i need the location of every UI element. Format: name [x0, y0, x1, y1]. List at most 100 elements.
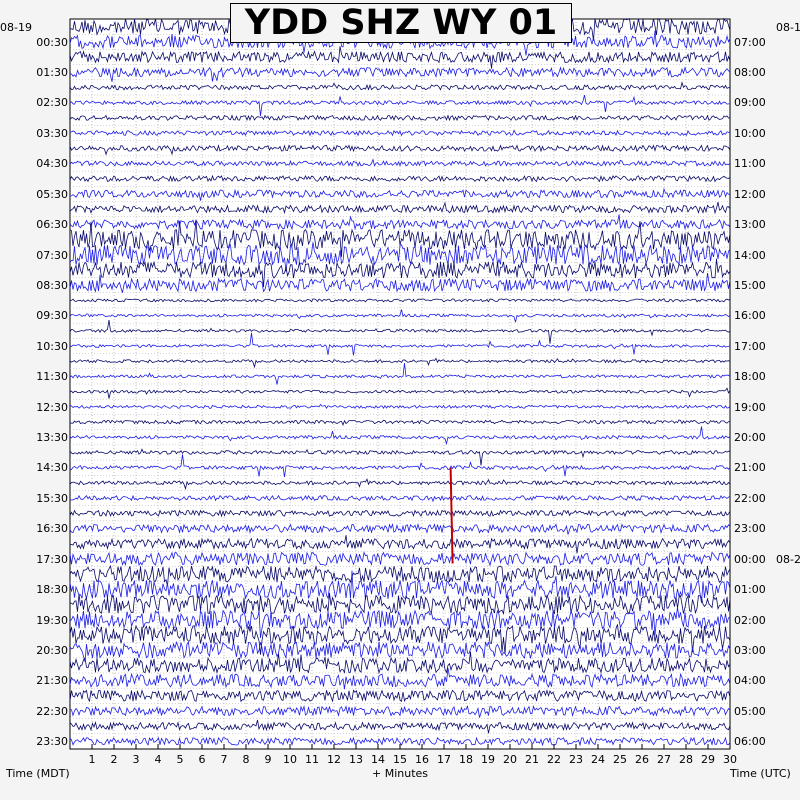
x-tick-label: 29 — [701, 753, 715, 766]
left-tick-label: 12:30 — [36, 400, 68, 414]
right-tick-label: 16:00 — [734, 309, 766, 323]
left-tick-label: 03:30 — [36, 126, 68, 140]
left-tick-label: 18:30 — [36, 583, 68, 597]
x-tick-label: 8 — [242, 753, 250, 766]
x-tick-label: 12 — [327, 753, 341, 766]
x-tick-label: 18 — [459, 753, 473, 766]
left-tick-label: 15:30 — [36, 491, 68, 505]
right-tick-label: 06:00 — [734, 735, 766, 749]
trace-line-32 — [69, 509, 731, 518]
trace-line-41 — [69, 640, 731, 662]
left-tick-label: 01:30 — [36, 66, 68, 80]
x-tick-label: 7 — [220, 753, 228, 766]
trace-line-30 — [69, 478, 731, 491]
right-tick-label: 15:00 — [734, 278, 766, 292]
trace-line-12 — [69, 201, 731, 215]
left-tick-label: 13:30 — [36, 431, 68, 445]
x-tick-label: 14 — [371, 753, 385, 766]
trace-line-40 — [69, 624, 731, 655]
x-tick-label: 1 — [88, 753, 96, 766]
x-tick-label: 25 — [613, 753, 627, 766]
trace-line-26 — [69, 419, 731, 427]
trace-line-9 — [69, 158, 731, 167]
right-tick-label: 00:00 — [734, 552, 766, 566]
right-tick-label: 07:00 — [734, 35, 766, 49]
trace-line-10 — [69, 174, 731, 183]
trace-line-27 — [69, 426, 731, 446]
left-tick-label: 06:30 — [36, 218, 68, 232]
trace-line-16 — [69, 258, 731, 288]
trace-line-23 — [69, 362, 731, 385]
left-tick-label: 19:30 — [36, 613, 68, 627]
x-tick-label: 10 — [283, 753, 297, 766]
trace-line-37 — [69, 570, 731, 603]
x-tick-label: 17 — [437, 753, 451, 766]
right-tick-label: 17:00 — [734, 339, 766, 353]
right-date-change-label: 08-20 — [776, 553, 800, 566]
right-tick-label: 09:00 — [734, 96, 766, 110]
left-tick-label: 10:30 — [36, 339, 68, 353]
right-tick-label: 01:00 — [734, 583, 766, 597]
x-tick-label: 19 — [481, 753, 495, 766]
right-tick-label: 19:00 — [734, 400, 766, 414]
x-tick-label: 23 — [569, 753, 583, 766]
trace-line-28 — [69, 448, 731, 466]
trace-line-8 — [69, 144, 731, 156]
trace-line-20 — [69, 319, 731, 344]
trace-line-25 — [69, 403, 731, 409]
right-tick-label: 05:00 — [734, 704, 766, 718]
trace-line-21 — [69, 332, 731, 356]
left-tick-label: 14:30 — [36, 461, 68, 475]
chart-title: YDD SHZ WY 01 — [230, 3, 572, 43]
trace-line-31 — [69, 494, 731, 503]
x-tick-label: 28 — [679, 753, 693, 766]
left-tick-label: 20:30 — [36, 643, 68, 657]
trace-line-4 — [69, 81, 730, 91]
trace-line-1 — [69, 30, 731, 56]
trace-line-46 — [69, 719, 731, 734]
x-tick-label: 5 — [176, 753, 184, 766]
right-tick-label: 04:00 — [734, 674, 766, 688]
x-tick-label: 11 — [305, 753, 319, 766]
trace-line-3 — [70, 66, 731, 82]
right-tick-label: 14:00 — [734, 248, 766, 262]
x-tick-label: 27 — [657, 753, 671, 766]
left-tick-label: 07:30 — [36, 248, 68, 262]
x-tick-label: 20 — [503, 753, 517, 766]
right-tick-label: 10:00 — [734, 126, 766, 140]
right-tick-label: 12:00 — [734, 187, 766, 201]
x-tick-label: 16 — [415, 753, 429, 766]
right-tick-label: 20:00 — [734, 431, 766, 445]
left-tick-label: 05:30 — [36, 187, 68, 201]
x-tick-label: 3 — [132, 753, 140, 766]
left-tick-label: 17:30 — [36, 552, 68, 566]
left-tick-label: 11:30 — [36, 370, 68, 384]
right-tick-label: 11:00 — [734, 157, 766, 171]
trace-line-17 — [69, 273, 731, 293]
x-tick-label: 24 — [591, 753, 605, 766]
left-tick-label: 09:30 — [36, 309, 68, 323]
left-tick-label: 04:30 — [36, 157, 68, 171]
x-tick-label: 4 — [154, 753, 162, 766]
left-date-label: 08-19 — [0, 21, 32, 34]
trace-line-43 — [69, 668, 731, 690]
trace-line-15 — [69, 242, 731, 272]
trace-line-42 — [69, 651, 731, 675]
trace-line-39 — [69, 606, 731, 639]
trace-line-22 — [69, 357, 731, 369]
left-tick-label: 21:30 — [36, 674, 68, 688]
right-tick-label: 22:00 — [734, 491, 766, 505]
x-tick-label: 30 — [723, 753, 737, 766]
x-tick-label: 6 — [198, 753, 206, 766]
trace-line-45 — [69, 704, 731, 718]
trace-line-18 — [69, 298, 731, 303]
left-axis-title: Time (MDT) — [6, 767, 70, 780]
trace-line-7 — [70, 129, 731, 137]
x-tick-label: 22 — [547, 753, 561, 766]
x-ticks — [69, 744, 731, 749]
trace-line-24 — [69, 387, 731, 399]
trace-line-11 — [69, 187, 731, 201]
right-tick-label: 13:00 — [734, 218, 766, 232]
left-tick-label: 23:30 — [36, 735, 68, 749]
x-axis-title: + Minutes — [372, 767, 429, 780]
